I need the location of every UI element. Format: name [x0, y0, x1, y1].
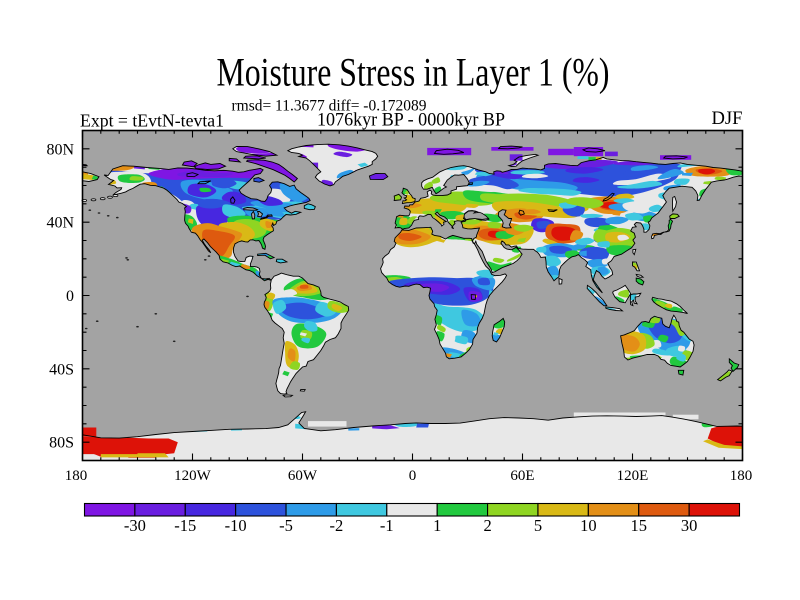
svg-text:120E: 120E	[617, 468, 649, 484]
svg-text:10: 10	[580, 516, 597, 535]
svg-text:-15: -15	[174, 516, 196, 535]
svg-text:40S: 40S	[49, 361, 74, 378]
svg-text:60W: 60W	[288, 468, 318, 484]
svg-text:-2: -2	[330, 516, 344, 535]
svg-text:1076kyr BP - 0000kyr BP: 1076kyr BP - 0000kyr BP	[317, 110, 505, 131]
svg-text:0: 0	[409, 468, 417, 484]
svg-text:120W: 120W	[174, 468, 212, 484]
svg-text:1: 1	[433, 516, 441, 535]
svg-text:5: 5	[534, 516, 542, 535]
svg-text:-5: -5	[279, 516, 293, 535]
svg-text:Moisture Stress in Layer 1 (%): Moisture Stress in Layer 1 (%)	[217, 50, 610, 95]
svg-text:rmsd= 11.3677 diff= -0.172089: rmsd= 11.3677 diff= -0.172089	[232, 98, 427, 115]
svg-text:15: 15	[630, 516, 647, 535]
svg-text:40N: 40N	[46, 215, 74, 232]
svg-text:180: 180	[65, 468, 88, 484]
svg-text:30: 30	[681, 516, 698, 535]
svg-text:60E: 60E	[510, 468, 534, 484]
svg-text:0: 0	[66, 288, 74, 305]
svg-text:-30: -30	[124, 516, 146, 535]
svg-text:DJF: DJF	[712, 109, 743, 129]
svg-text:80S: 80S	[49, 435, 74, 452]
svg-text:-10: -10	[225, 516, 247, 535]
svg-text:2: 2	[483, 516, 491, 535]
svg-text:180: 180	[730, 468, 753, 484]
svg-text:80N: 80N	[46, 141, 74, 158]
svg-text:-1: -1	[380, 516, 394, 535]
svg-text:Expt = tEvtN-tevta1: Expt = tEvtN-tevta1	[80, 111, 224, 131]
